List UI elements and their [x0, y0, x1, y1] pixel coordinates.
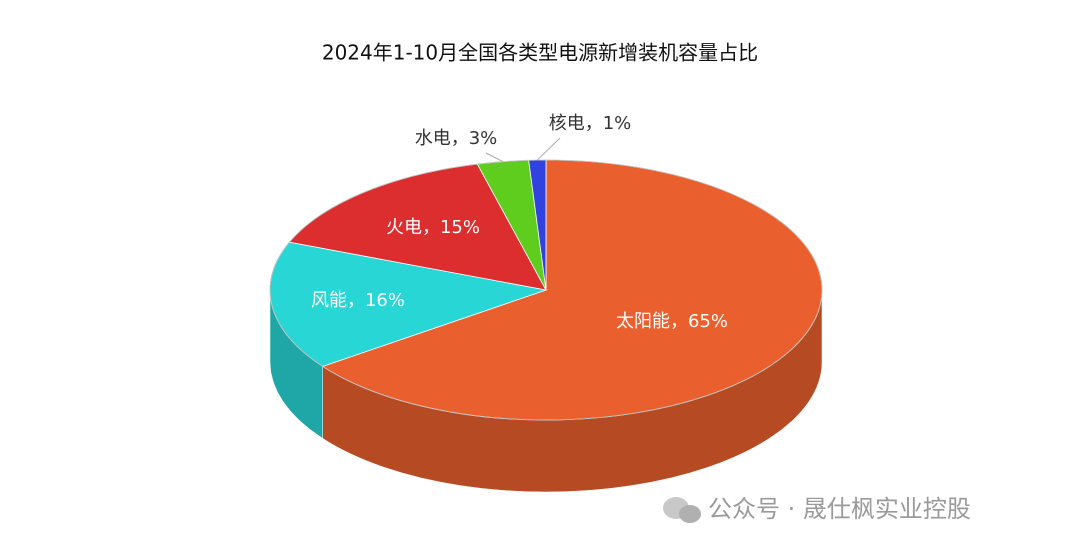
category-label: 核电	[549, 113, 585, 134]
leader-line	[536, 137, 561, 161]
watermark: 公众号 · 晟仕枫实业控股	[708, 495, 971, 523]
value-label: ，15%	[422, 217, 480, 238]
category-label: 太阳能	[616, 311, 670, 332]
category-label: 风能	[311, 290, 347, 311]
data-label: 核电，1%	[549, 113, 632, 134]
leader-line	[485, 152, 504, 163]
category-label: 火电	[386, 217, 422, 238]
value-label: ，65%	[670, 311, 728, 332]
value-label: ，1%	[585, 113, 632, 134]
chart-title: 2024年1-10月全国各类型电源新增装机容量占比	[322, 41, 758, 65]
pie-outline	[269, 159, 823, 421]
category-label: 水电	[415, 128, 451, 149]
watermark-icon	[663, 497, 701, 523]
data-label: 太阳能，65%	[616, 311, 728, 332]
value-label: ，16%	[347, 290, 405, 311]
data-label: 风能，16%	[311, 290, 405, 311]
data-label: 火电，15%	[386, 217, 480, 238]
data-label: 水电，3%	[415, 128, 498, 149]
slice-tops	[269, 159, 823, 421]
value-label: ，3%	[451, 128, 498, 149]
